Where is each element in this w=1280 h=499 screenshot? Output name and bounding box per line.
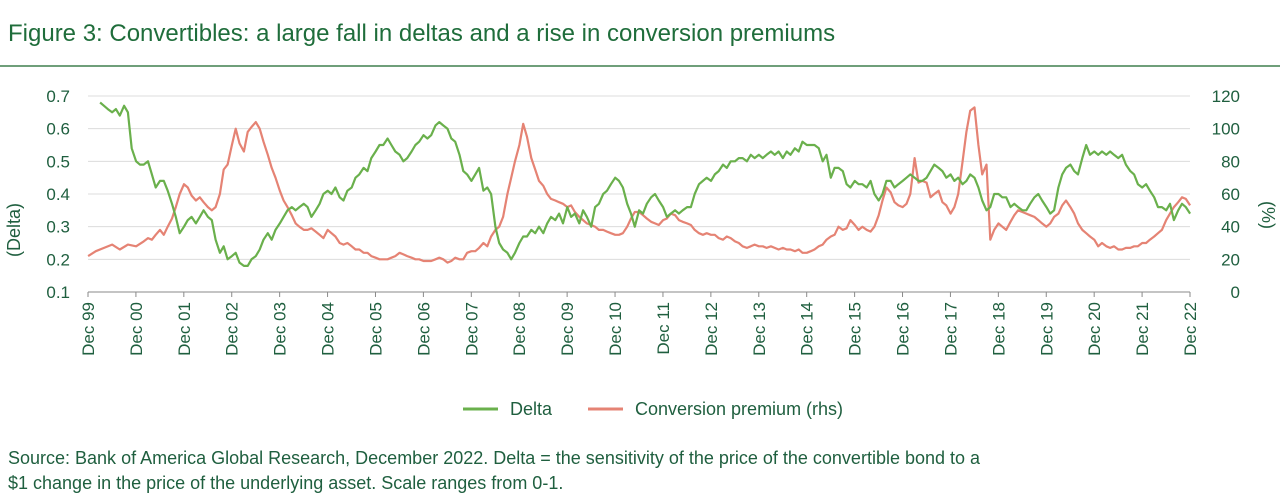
x-tick-label: Dec 22 — [1181, 302, 1200, 356]
x-tick-label: Dec 20 — [1085, 302, 1104, 356]
y2-tick-label: 100 — [1212, 120, 1240, 139]
source-note: Source: Bank of America Global Research,… — [8, 446, 1268, 496]
legend-label-delta: Delta — [510, 399, 553, 419]
y-tick-label: 0.6 — [46, 120, 70, 139]
y-tick-label: 0.4 — [46, 185, 70, 204]
y-axis-label: (Delta) — [4, 203, 24, 257]
y2-tick-label: 60 — [1221, 185, 1240, 204]
x-tick-label: Dec 99 — [79, 302, 98, 356]
y2-tick-label: 20 — [1221, 250, 1240, 269]
y-tick-label: 0.5 — [46, 152, 70, 171]
source-line-2: $1 change in the price of the underlying… — [8, 473, 564, 493]
y2-tick-label: 0 — [1231, 283, 1240, 302]
x-tick-label: Dec 00 — [127, 302, 146, 356]
x-tick-label: Dec 04 — [319, 302, 338, 356]
x-tick-label: Dec 13 — [750, 302, 769, 356]
x-tick-label: Dec 09 — [558, 302, 577, 356]
y2-tick-label: 80 — [1221, 152, 1240, 171]
legend: Delta Conversion premium (rhs) — [463, 399, 843, 419]
x-tick-label: Dec 05 — [366, 302, 385, 356]
x-tick-label: Dec 14 — [798, 302, 817, 356]
x-tick-label: Dec 15 — [846, 302, 865, 356]
line-chart: 0.1 0.2 0.3 0.4 0.5 0.6 0.7 0 20 40 60 80 100 120 De… — [4, 87, 1278, 419]
right-axis-ticks: 0 20 40 60 80 100 120 — [1212, 87, 1240, 302]
chart-title: Figure 3: Convertibles: a large fall in … — [8, 20, 836, 47]
gridlines — [88, 95, 1190, 293]
x-tick-label: Dec 02 — [223, 302, 242, 356]
legend-label-premium: Conversion premium (rhs) — [635, 399, 843, 419]
y2-axis-label: (%) — [1258, 201, 1278, 229]
x-tick-label: Dec 03 — [271, 302, 290, 356]
x-tick-label: Dec 11 — [654, 302, 673, 355]
y-tick-label: 0.1 — [46, 283, 70, 302]
x-axis-ticks: Dec 99 Dec 00 Dec 01 Dec 02 Dec 03 Dec 04 Dec … — [79, 292, 1200, 356]
y2-tick-label: 120 — [1212, 87, 1240, 106]
x-tick-label: Dec 18 — [989, 302, 1008, 356]
x-tick-label: Dec 06 — [414, 302, 433, 356]
x-tick-label: Dec 19 — [1037, 302, 1056, 356]
conversion-premium-line — [87, 106, 1192, 264]
source-line-1: Source: Bank of America Global Research,… — [8, 448, 981, 468]
y2-tick-label: 40 — [1221, 218, 1240, 237]
y-tick-label: 0.2 — [46, 250, 70, 269]
title-divider — [0, 65, 1280, 67]
x-tick-label: Dec 17 — [941, 302, 960, 356]
x-tick-label: Dec 01 — [175, 302, 194, 356]
delta-line — [99, 101, 1192, 267]
left-axis-ticks: 0.1 0.2 0.3 0.4 0.5 0.6 0.7 — [46, 87, 70, 302]
x-tick-label: Dec 08 — [510, 302, 529, 356]
series-lines — [87, 101, 1192, 267]
y-tick-label: 0.3 — [46, 218, 70, 237]
x-tick-label: Dec 12 — [702, 302, 721, 356]
x-tick-label: Dec 07 — [462, 302, 481, 356]
y-tick-label: 0.7 — [46, 87, 70, 106]
x-tick-label: Dec 21 — [1133, 302, 1152, 356]
x-tick-label: Dec 16 — [894, 302, 913, 356]
x-tick-label: Dec 10 — [606, 302, 625, 356]
